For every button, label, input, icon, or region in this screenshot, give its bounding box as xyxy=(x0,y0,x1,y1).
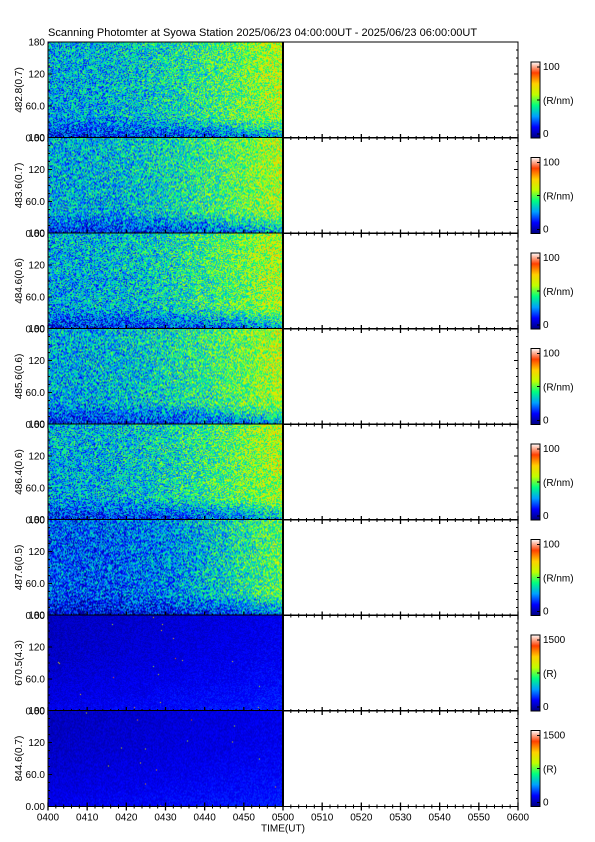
colorbar-min-label: 0 xyxy=(543,798,549,809)
x-tick-label: 0550 xyxy=(468,813,491,824)
y-tick-label: 180 xyxy=(28,611,45,622)
panel-ylabel: 844.6(0.7) xyxy=(14,736,25,782)
x-tick-label: 0520 xyxy=(350,813,373,824)
panel-ylabel: 486.4(0.6) xyxy=(14,449,25,495)
x-tick-label: 0510 xyxy=(311,813,334,824)
heatmap-image xyxy=(48,42,283,138)
y-tick-label: 0.00 xyxy=(26,802,46,813)
colorbar-unit-label: (R/nm) xyxy=(543,96,574,107)
colorbar-max-label: 100 xyxy=(543,444,560,455)
panel-ylabel: 670.5(4.3) xyxy=(14,640,25,686)
x-tick-label: 0420 xyxy=(115,813,138,824)
chart-title: Scanning Photomter at Syowa Station 2025… xyxy=(48,27,478,39)
colorbar-min-label: 0 xyxy=(543,225,549,236)
x-tick-label: 0530 xyxy=(389,813,412,824)
colorbar-unit-label: (R/nm) xyxy=(543,574,574,585)
heatmap-image xyxy=(48,519,283,616)
y-tick-label: 180 xyxy=(28,324,45,335)
y-tick-label: 60.0 xyxy=(26,293,46,304)
heatmap-image xyxy=(48,137,283,234)
y-tick-label: 60.0 xyxy=(26,102,46,113)
colorbar-min-label: 0 xyxy=(543,607,549,618)
y-tick-label: 120 xyxy=(28,452,45,463)
heatmap-image xyxy=(48,328,283,425)
colorbar-max-label: 100 xyxy=(543,158,560,169)
y-tick-label: 0.00 xyxy=(26,420,46,431)
colorbar-unit-label: (R/nm) xyxy=(543,383,574,394)
y-tick-label: 180 xyxy=(28,706,45,717)
heatmap-image xyxy=(48,424,283,520)
colorbar-min-label: 0 xyxy=(543,320,549,331)
y-tick-label: 60.0 xyxy=(26,579,46,590)
y-tick-label: 180 xyxy=(28,229,45,240)
x-tick-label: 0540 xyxy=(429,813,452,824)
colorbar-min-label: 0 xyxy=(543,129,549,140)
panel-ylabel: 487.6(0.5) xyxy=(14,545,25,591)
panel-8: 0.00 60.0 120 180 844.6(0.7) 1500 (R) 0 xyxy=(14,706,566,813)
colorbar-min-label: 0 xyxy=(543,511,549,522)
y-tick-label: 120 xyxy=(28,738,45,749)
panel-3: 0.00 60.0 120 180 484.6(0.6) 100 (R/nm) 0 xyxy=(14,229,574,336)
y-tick-label: 60.0 xyxy=(26,484,46,495)
panel-1: 0.00 60.0 120 180 482.8(0.7) 100 (R/nm) 0 xyxy=(14,38,574,145)
y-tick-label: 0.00 xyxy=(26,229,46,240)
panel-4: 0.00 60.0 120 180 485.6(0.6) 100 (R/nm) 0 xyxy=(14,324,574,431)
panel-6: 0.00 60.0 120 180 487.6(0.5) 100 (R/nm) 0 xyxy=(14,515,574,622)
y-tick-label: 180 xyxy=(28,38,45,49)
y-tick-label: 0.00 xyxy=(26,516,46,527)
panel-2: 0.00 60.0 120 180 483.6(0.7) 100 (R/nm) 0 xyxy=(14,133,574,240)
y-tick-label: 0.00 xyxy=(26,134,46,145)
panel-ylabel: 483.6(0.7) xyxy=(14,163,25,209)
colorbar-max-label: 100 xyxy=(543,349,560,360)
y-tick-label: 120 xyxy=(28,70,45,81)
y-tick-label: 180 xyxy=(28,515,45,526)
heatmap-image xyxy=(48,710,283,807)
y-tick-label: 120 xyxy=(28,261,45,272)
colorbar-unit-label: (R) xyxy=(543,765,557,776)
panel-ylabel: 484.6(0.6) xyxy=(14,258,25,304)
colorbar-unit-label: (R/nm) xyxy=(543,478,574,489)
y-tick-label: 120 xyxy=(28,643,45,654)
y-tick-label: 180 xyxy=(28,420,45,431)
panel-ylabel: 485.6(0.6) xyxy=(14,354,25,400)
y-tick-label: 180 xyxy=(28,133,45,144)
heatmap-image xyxy=(48,615,283,711)
x-tick-label: 0450 xyxy=(233,813,256,824)
x-tick-label: 0440 xyxy=(194,813,217,824)
colorbar-max-label: 100 xyxy=(543,253,560,264)
colorbar-min-label: 0 xyxy=(543,416,549,427)
y-tick-label: 120 xyxy=(28,165,45,176)
x-axis-label: TIME(UT) xyxy=(261,824,305,835)
y-tick-label: 0.00 xyxy=(26,325,46,336)
y-tick-label: 120 xyxy=(28,356,45,367)
x-tick-label: 0500 xyxy=(272,813,295,824)
panel-ylabel: 482.8(0.7) xyxy=(14,67,25,113)
x-tick-label: 0400 xyxy=(37,813,60,824)
colorbar-max-label: 1500 xyxy=(543,731,566,742)
colorbar-max-label: 1500 xyxy=(543,635,566,646)
colorbar-max-label: 100 xyxy=(543,62,560,73)
panel-7: 0.00 60.0 120 180 670.5(4.3) 1500 (R) 0 xyxy=(14,611,566,718)
y-tick-label: 60.0 xyxy=(26,197,46,208)
colorbar-unit-label: (R/nm) xyxy=(543,287,574,298)
x-tick-label: 0430 xyxy=(154,813,177,824)
x-tick-label: 0600 xyxy=(507,813,530,824)
y-tick-label: 60.0 xyxy=(26,770,46,781)
y-tick-label: 120 xyxy=(28,547,45,558)
y-tick-label: 60.0 xyxy=(26,388,46,399)
colorbar-unit-label: (R) xyxy=(543,669,557,680)
y-tick-label: 60.0 xyxy=(26,675,46,686)
heatmap-image xyxy=(48,233,283,329)
y-tick-label: 0.00 xyxy=(26,611,46,622)
colorbar-min-label: 0 xyxy=(543,702,549,713)
y-tick-label: 0.00 xyxy=(26,707,46,718)
colorbar-max-label: 100 xyxy=(543,540,560,551)
x-tick-label: 0410 xyxy=(76,813,99,824)
panel-5: 0.00 60.0 120 180 486.4(0.6) 100 (R/nm) 0 xyxy=(14,420,574,527)
colorbar-unit-label: (R/nm) xyxy=(543,192,574,203)
